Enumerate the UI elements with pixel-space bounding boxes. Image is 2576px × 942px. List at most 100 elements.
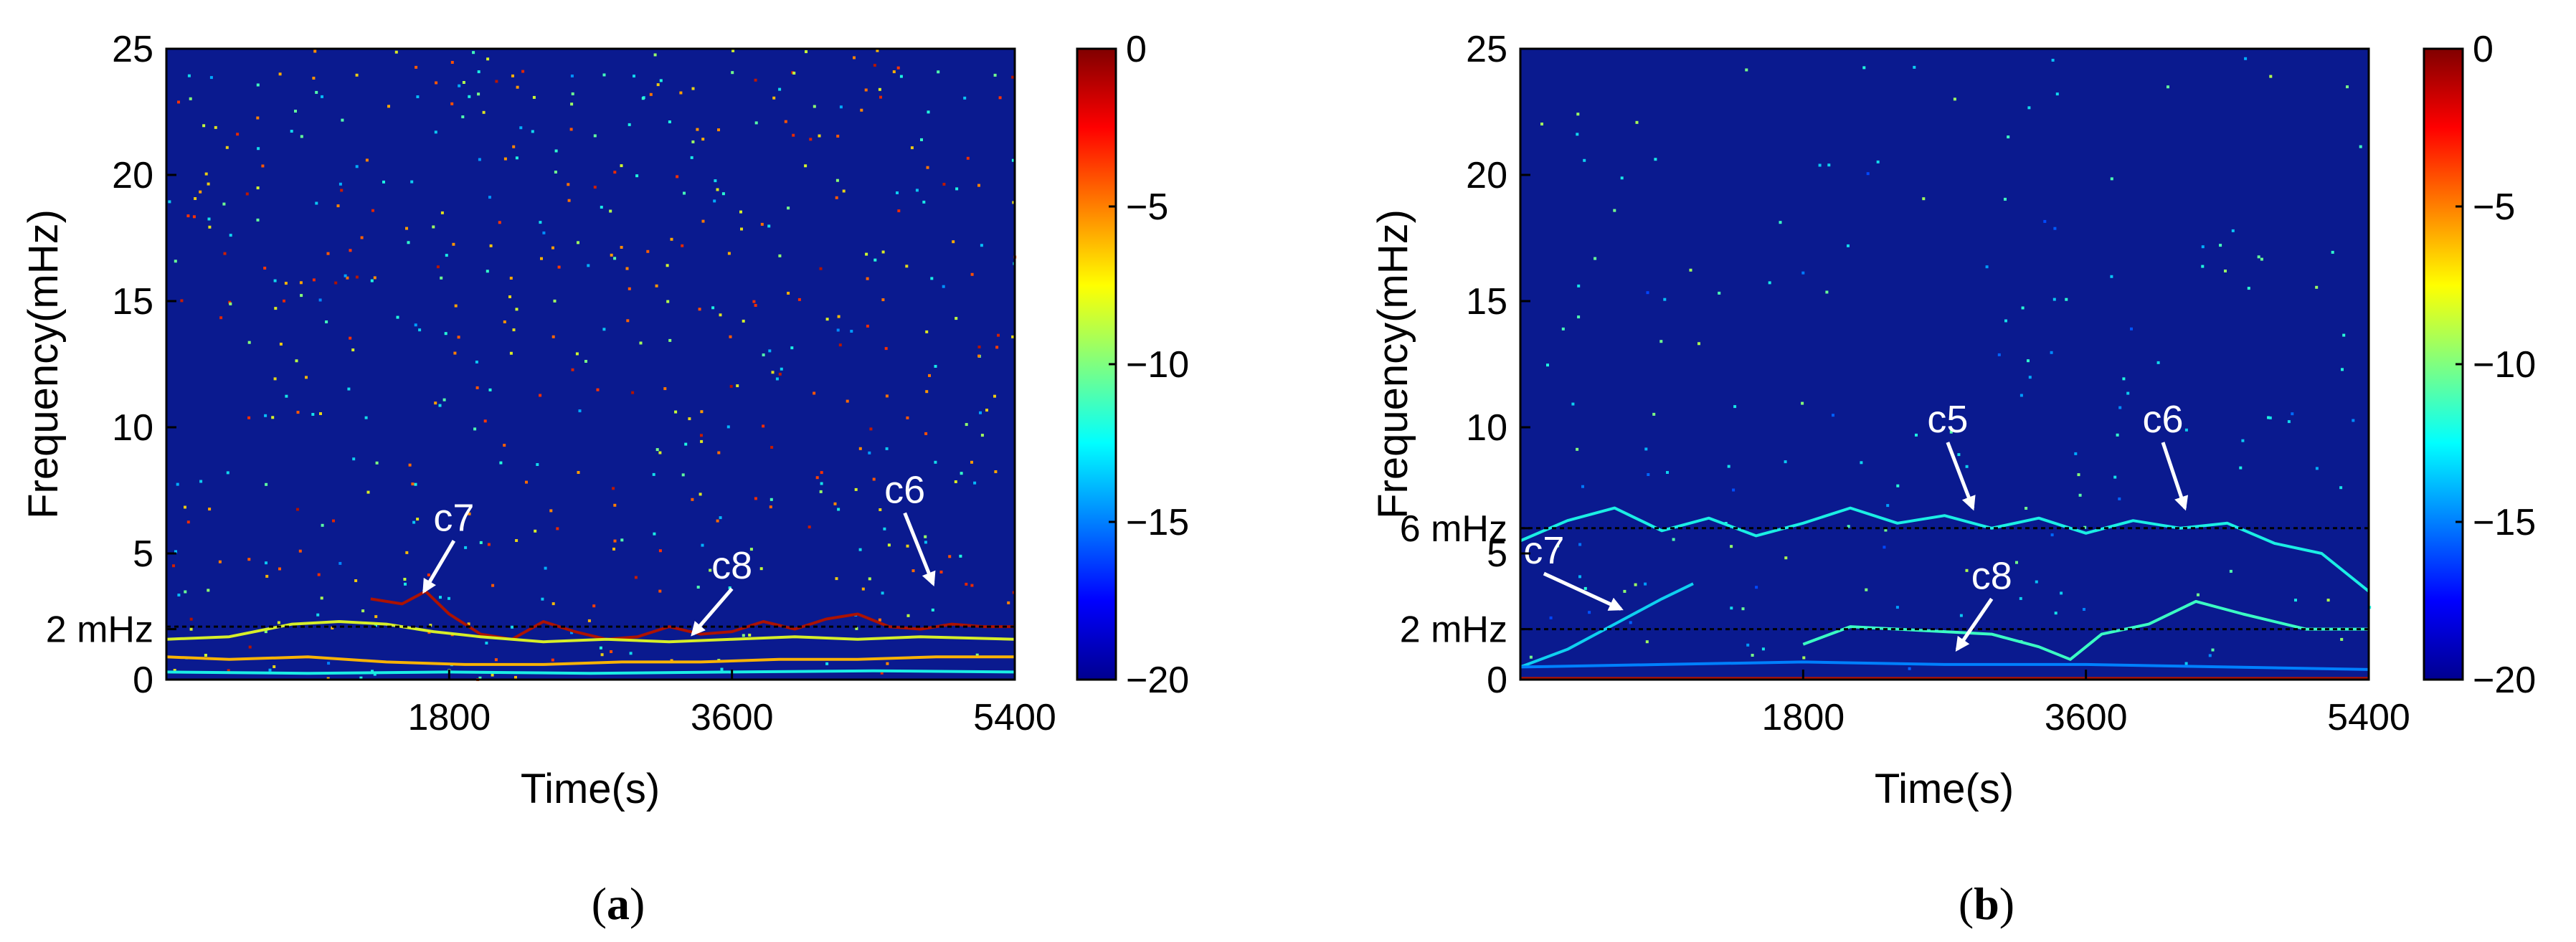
noise-speck	[885, 394, 889, 398]
noise-speck	[881, 298, 885, 302]
noise-speck	[726, 425, 730, 429]
noise-speck	[432, 225, 435, 229]
noise-speck	[450, 102, 454, 105]
noise-speck	[554, 149, 558, 153]
annotation-arrow	[1946, 442, 1976, 511]
noise-speck	[835, 577, 838, 581]
noise-speck	[407, 241, 410, 244]
noise-speck	[2019, 596, 2022, 600]
noise-speck	[355, 275, 359, 279]
noise-speck	[334, 281, 338, 285]
noise-speck	[1913, 65, 1916, 69]
noise-speck	[271, 416, 275, 419]
noise-speck	[2021, 306, 2025, 310]
noise-speck	[934, 460, 937, 464]
noise-speck	[247, 558, 251, 561]
noise-speck	[1801, 401, 1804, 405]
noise-speck	[177, 594, 181, 596]
noise-speck	[1908, 667, 1911, 670]
noise-speck	[1865, 588, 1868, 591]
noise-speck	[325, 320, 328, 323]
noise-speck	[1577, 284, 1581, 287]
panel-b-caption: (b)	[1959, 878, 2014, 929]
noise-speck	[418, 328, 422, 332]
noise-speck	[316, 613, 320, 617]
noise-speck	[542, 231, 546, 234]
noise-speck	[186, 520, 190, 524]
noise-speck	[265, 482, 268, 486]
noise-speck	[442, 398, 446, 401]
noise-speck	[1953, 97, 1956, 101]
noise-speck	[577, 471, 580, 474]
panel-b: c7 c5 c6 c8 1800 3600 5400 0 2 mHz 56 mHz 10 15 20…	[1370, 29, 2536, 929]
noise-speck	[2269, 75, 2273, 78]
noise-speck	[199, 190, 202, 194]
noise-speck	[613, 171, 617, 174]
noise-speck	[2074, 452, 2078, 455]
noise-speck	[321, 523, 324, 527]
noise-speck	[256, 83, 260, 87]
noise-speck	[873, 64, 876, 67]
noise-speck	[1997, 353, 2001, 356]
noise-speck	[754, 78, 757, 82]
noise-speck	[658, 589, 662, 593]
panel-b-y-ticks: 0 2 mHz 56 mHz 10 15 20 25	[1400, 29, 1530, 701]
noise-speck	[468, 512, 471, 515]
noise-speck	[1644, 582, 1647, 586]
noise-speck	[265, 561, 267, 565]
noise-speck	[1761, 647, 1765, 651]
noise-speck	[539, 221, 542, 224]
noise-speck	[980, 244, 983, 247]
noise-speck	[2244, 57, 2248, 60]
noise-speck	[716, 188, 719, 191]
noise-speck	[503, 157, 507, 161]
noise-speck	[839, 105, 843, 109]
noise-speck	[457, 336, 460, 339]
noise-speck	[172, 564, 175, 568]
noise-speck	[511, 625, 514, 629]
noise-speck	[2346, 85, 2349, 89]
noise-speck	[2004, 319, 2007, 323]
noise-speck	[805, 50, 808, 54]
noise-speck	[355, 73, 359, 77]
noise-speck	[551, 602, 555, 606]
noise-speck	[382, 180, 385, 184]
noise-speck	[370, 279, 374, 282]
noise-speck	[577, 241, 579, 244]
noise-speck	[532, 95, 536, 99]
noise-speck	[445, 254, 448, 257]
noise-speck	[355, 165, 359, 168]
noise-speck	[1883, 546, 1886, 549]
noise-speck	[879, 508, 882, 511]
noise-speck	[511, 74, 514, 77]
noise-speck	[318, 298, 322, 302]
noise-speck	[769, 505, 772, 509]
noise-speck	[512, 328, 516, 332]
noise-speck	[415, 65, 418, 69]
noise-speck	[628, 287, 631, 290]
noise-speck	[778, 254, 782, 257]
noise-speck	[434, 130, 437, 134]
noise-speck	[897, 209, 901, 213]
y-tick-label: 15	[112, 281, 153, 323]
noise-speck	[575, 352, 579, 356]
noise-speck	[1613, 209, 1616, 212]
noise-speck	[955, 187, 959, 191]
noise-speck	[600, 653, 604, 657]
noise-speck	[770, 498, 773, 501]
noise-speck	[1011, 335, 1015, 338]
noise-speck	[2060, 591, 2063, 595]
noise-speck	[1832, 414, 1834, 417]
noise-speck	[1768, 281, 1771, 285]
noise-speck	[503, 320, 506, 323]
noise-speck	[691, 498, 694, 501]
noise-speck	[209, 76, 213, 80]
noise-speck	[1949, 430, 1953, 434]
noise-speck	[2339, 486, 2343, 490]
noise-speck	[602, 328, 606, 331]
noise-speck	[1965, 465, 1969, 468]
noise-speck	[549, 509, 553, 513]
panel-a-annotations: c7 c8 c6	[422, 469, 936, 637]
noise-speck	[222, 202, 226, 206]
noise-speck	[1594, 257, 1597, 260]
